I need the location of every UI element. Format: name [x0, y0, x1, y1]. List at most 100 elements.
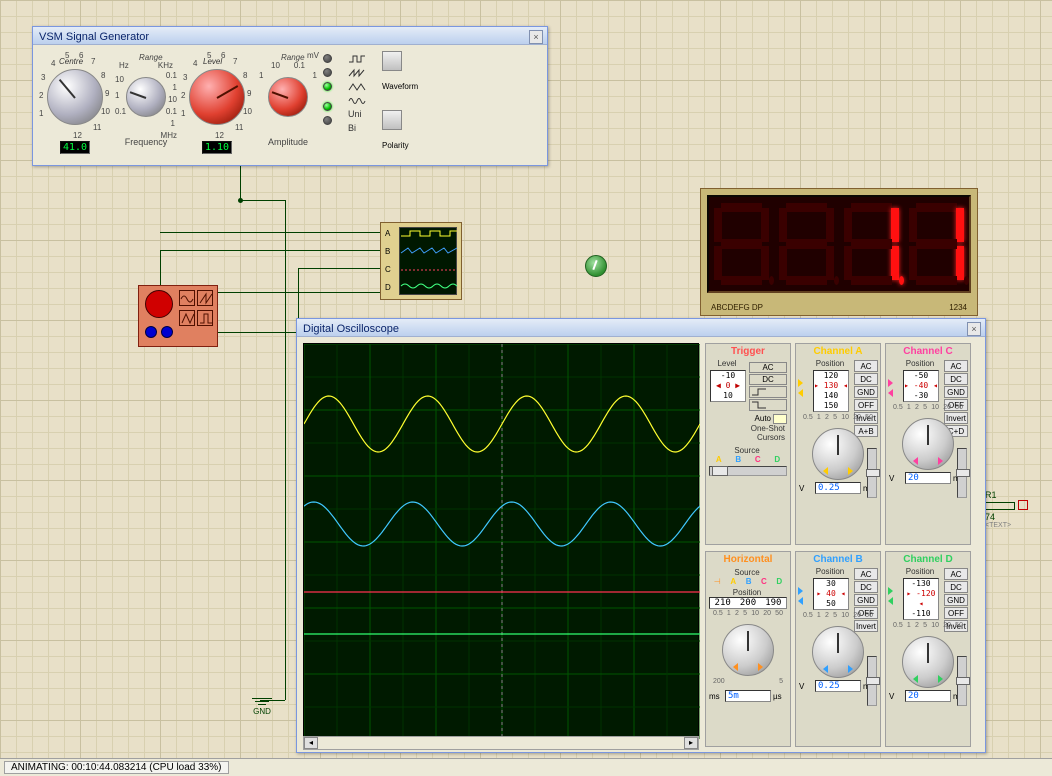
seven-segment-display: ABCDEFG DP 1234 — [700, 188, 978, 316]
channel-title: Channel C — [886, 344, 970, 359]
scope-scrollbar[interactable]: ◂ ▸ — [303, 736, 699, 750]
channel-title: Channel D — [886, 552, 970, 567]
seg-labels-right: 1234 — [949, 303, 967, 312]
waveform-label: Waveform — [382, 80, 418, 94]
trigger-ac-button[interactable]: AC — [749, 362, 787, 373]
channel-panel-d: Channel D Position -130▸ -120 ◂-110 ACDC… — [885, 551, 971, 747]
unit-left: V — [799, 682, 813, 691]
siggen-titlebar[interactable]: VSM Signal Generator × — [33, 27, 547, 45]
polarity-led[interactable] — [323, 116, 332, 125]
source-c[interactable]: C — [761, 577, 767, 586]
mode-gnd-button[interactable]: GND — [854, 386, 878, 398]
digit — [839, 197, 904, 291]
source-d[interactable]: D — [774, 455, 780, 464]
channel-title: Channel B — [796, 552, 880, 567]
source-c[interactable]: C — [755, 455, 761, 464]
scroll-right-button[interactable]: ▸ — [684, 737, 698, 749]
scope-screen[interactable] — [303, 343, 699, 738]
waveform-section: Uni Bi Waveform Polarity — [323, 51, 413, 154]
wire — [285, 200, 286, 700]
gain-slider[interactable] — [957, 656, 967, 706]
mode-dc-button[interactable]: DC — [854, 373, 878, 385]
digit — [904, 197, 969, 291]
oneshot-label[interactable]: One-Shot — [709, 424, 787, 433]
close-icon[interactable]: × — [529, 30, 543, 44]
resistor-r1: R1 74 <TEXT> — [985, 490, 1028, 529]
cursors-label[interactable]: Cursors — [709, 433, 787, 442]
scroll-left-button[interactable]: ◂ — [304, 737, 318, 749]
waveform-led[interactable] — [323, 68, 332, 77]
freq-range-dial[interactable] — [126, 77, 166, 117]
mode-dc-button[interactable]: DC — [944, 581, 968, 593]
mode-gnd-button[interactable]: GND — [854, 594, 878, 606]
position-label: Position — [810, 359, 852, 368]
source-b[interactable]: B — [735, 455, 741, 464]
position-label: Position — [810, 567, 852, 576]
amp-range-dial[interactable] — [268, 77, 308, 117]
close-icon[interactable]: × — [967, 322, 981, 336]
mode-ac-button[interactable]: AC — [854, 360, 878, 372]
mode-a+b-button[interactable]: A+B — [854, 425, 878, 437]
level-label: Level — [203, 57, 222, 66]
trigger-edge-fall-button[interactable] — [749, 399, 787, 411]
trigger-source-slider[interactable] — [709, 466, 787, 476]
trigger-source-label: Source — [709, 446, 787, 455]
position-spinner[interactable]: -50▸ -40 ◂-30 — [903, 370, 939, 402]
horiz-unit-right: µs — [773, 692, 787, 701]
volts-div-knob[interactable] — [902, 418, 954, 470]
horizontal-panel: Horizontal Source ⊣ABCD Position 210 200… — [705, 551, 791, 747]
position-spinner[interactable]: 120▸ 130 ◂140150 — [813, 370, 849, 412]
horiz-timebase-knob[interactable] — [722, 624, 774, 676]
mode-ac-button[interactable]: AC — [944, 568, 968, 580]
saw-wave-icon — [348, 68, 366, 78]
source-a[interactable]: A — [716, 455, 722, 464]
uni-label: Uni — [348, 107, 366, 121]
auto-button[interactable] — [773, 414, 787, 424]
gain-slider[interactable] — [867, 448, 877, 498]
unit-left: V — [799, 484, 813, 493]
polarity-button[interactable] — [382, 110, 402, 130]
gain-slider[interactable] — [867, 656, 877, 706]
waveform-button[interactable] — [382, 51, 402, 71]
mode-off-button[interactable]: OFF — [854, 399, 878, 411]
scope-symbol[interactable]: A B C D — [380, 222, 462, 300]
scope-titlebar[interactable]: Digital Oscilloscope × — [297, 319, 985, 337]
volts-div-knob[interactable] — [902, 636, 954, 688]
mode-buttons: ACDCGNDOFFInvertA+B — [854, 360, 878, 438]
source-d[interactable]: D — [776, 577, 782, 586]
status-bar: ANIMATING: 00:10:44.083214 (CPU load 33%… — [0, 758, 1052, 776]
r1-name: R1 — [985, 490, 1028, 500]
trigger-edge-rise-button[interactable] — [749, 386, 787, 398]
amp-range-group: Range 110 0.11 mV Amplitude — [257, 51, 319, 141]
mode-dc-button[interactable]: DC — [854, 581, 878, 593]
trigger-dc-button[interactable]: DC — [749, 374, 787, 385]
source-a[interactable]: A — [730, 577, 736, 586]
position-spinner[interactable]: -130▸ -120 ◂-110 — [903, 578, 939, 620]
volts-div-knob[interactable] — [812, 626, 864, 678]
level-dial-group: 12 34 56 78 910 1112 Level 1.10 — [181, 51, 253, 154]
level-dial[interactable] — [189, 69, 245, 125]
mode-off-button[interactable]: OFF — [944, 607, 968, 619]
source-b[interactable]: B — [746, 577, 752, 586]
mode-gnd-button[interactable]: GND — [944, 386, 968, 398]
position-spinner[interactable]: 30▸ 40 ◂50 — [813, 578, 849, 610]
position-label: Position — [900, 359, 942, 368]
mode-gnd-button[interactable]: GND — [944, 594, 968, 606]
centre-dial[interactable] — [47, 69, 103, 125]
status-time: 00:10:44.083214 — [71, 762, 146, 773]
volts-div-knob[interactable] — [812, 428, 864, 480]
trigger-panel: Trigger Level -10 ◀ 0 ▶ 10 AC DC — [705, 343, 791, 545]
mode-ac-button[interactable]: AC — [944, 360, 968, 372]
generator-symbol[interactable] — [138, 285, 218, 347]
volts-div-value: 20 — [905, 472, 951, 484]
waveform-led[interactable] — [323, 54, 332, 63]
gain-slider[interactable] — [957, 448, 967, 498]
horiz-position-readout[interactable]: 210 200 190 — [709, 597, 787, 609]
probe-cursor[interactable] — [585, 255, 607, 277]
polarity-led[interactable] — [323, 102, 332, 111]
mode-dc-button[interactable]: DC — [944, 373, 968, 385]
trigger-level-spinner[interactable]: -10 ◀ 0 ▶ 10 — [710, 370, 746, 402]
mode-ac-button[interactable]: AC — [854, 568, 878, 580]
waveform-led[interactable] — [323, 82, 332, 91]
signal-generator-window: VSM Signal Generator × 12 34 56 78 910 1… — [32, 26, 548, 166]
